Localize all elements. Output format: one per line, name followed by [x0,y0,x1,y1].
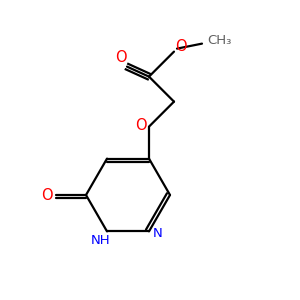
Text: O: O [41,188,53,202]
Text: NH: NH [91,234,111,247]
Text: O: O [135,118,147,133]
Text: O: O [175,39,187,54]
Text: CH₃: CH₃ [207,34,231,47]
Text: N: N [153,227,163,240]
Text: O: O [115,50,127,65]
